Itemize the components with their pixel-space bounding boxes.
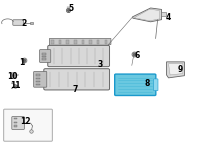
Text: 1: 1 [19,58,24,67]
Bar [59,40,61,44]
Bar [14,125,17,127]
Text: 7: 7 [72,85,78,94]
Text: 10: 10 [7,72,18,81]
Text: 2: 2 [21,19,26,28]
Bar [105,40,107,44]
FancyBboxPatch shape [115,74,156,96]
Polygon shape [133,8,162,22]
FancyBboxPatch shape [12,117,24,129]
Text: 9: 9 [178,65,183,74]
Text: 3: 3 [97,60,103,69]
FancyBboxPatch shape [13,20,23,25]
Bar [42,53,46,55]
FancyBboxPatch shape [154,79,158,91]
Bar [82,40,84,44]
Polygon shape [135,9,160,21]
FancyBboxPatch shape [40,50,51,62]
Bar [14,118,17,119]
Bar [30,21,33,24]
Text: 5: 5 [69,4,74,13]
Text: 12: 12 [20,117,31,126]
FancyBboxPatch shape [4,109,52,141]
Text: 4: 4 [166,13,171,22]
Bar [74,40,77,44]
Bar [36,77,40,79]
Polygon shape [49,39,111,45]
Bar [66,40,69,44]
Bar [36,84,40,85]
Bar [36,81,40,82]
FancyBboxPatch shape [48,45,110,67]
Polygon shape [167,62,184,78]
FancyBboxPatch shape [44,69,110,90]
Bar [97,40,99,44]
FancyBboxPatch shape [34,71,47,87]
Bar [36,74,40,76]
Bar [42,58,46,60]
Bar [161,12,166,16]
Polygon shape [169,64,183,75]
Bar [14,122,17,123]
Bar [89,40,92,44]
Bar [42,56,46,57]
Text: 8: 8 [145,79,150,88]
Text: 11: 11 [10,81,21,90]
Bar [51,40,54,44]
Text: 6: 6 [134,51,139,60]
